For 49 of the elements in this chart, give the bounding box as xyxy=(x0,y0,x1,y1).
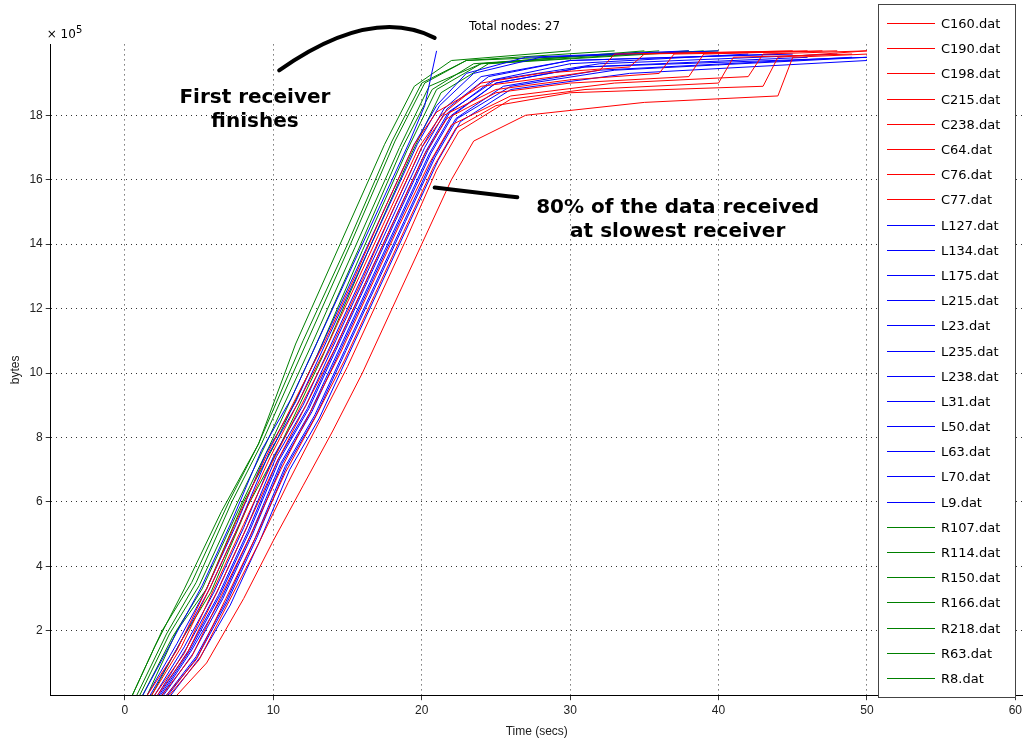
legend-label: L175.dat xyxy=(941,267,999,283)
x-tick-label: 0 xyxy=(121,702,129,717)
x-tick-label: 60 xyxy=(1008,702,1023,717)
legend-label: L23.dat xyxy=(941,318,991,334)
text: × 10$^{5}$ xyxy=(46,24,83,42)
y-tick-label: 18 xyxy=(29,107,44,122)
legend-label: C198.dat xyxy=(941,66,1001,82)
x-tick-label: 20 xyxy=(415,702,429,717)
legend-label: L31.dat xyxy=(941,393,991,409)
legend-label: R8.dat xyxy=(941,670,984,686)
y-tick-label: 6 xyxy=(36,494,44,509)
y-tick-label: 2 xyxy=(36,623,44,638)
legend-label: C64.dat xyxy=(941,142,993,158)
legend-label: L127.dat xyxy=(941,217,999,233)
x-tick-label: 50 xyxy=(860,702,874,717)
legend-label: R114.dat xyxy=(941,545,1001,561)
legend-label: C215.dat xyxy=(941,91,1001,107)
y-axis-title: bytes xyxy=(7,355,22,385)
legend-label: L215.dat xyxy=(941,293,999,309)
legend-label: R166.dat xyxy=(941,595,1001,611)
y-tick-label: 10 xyxy=(29,365,44,380)
legend-label: L9.dat xyxy=(941,494,982,510)
legend-label: R107.dat xyxy=(941,519,1001,535)
x-tick-label: 10 xyxy=(266,702,281,717)
legend-label: L70.dat xyxy=(941,469,991,485)
legend-label: L134.dat xyxy=(941,242,999,258)
legend-label: C190.dat xyxy=(941,41,1001,57)
x-tick-label: 30 xyxy=(563,702,578,717)
x-tick-label: 40 xyxy=(711,702,726,717)
y-tick-label: 14 xyxy=(29,236,44,251)
legend-label: C160.dat xyxy=(941,16,1001,32)
x-axis-title: Time (secs) xyxy=(505,724,568,739)
legend-label: C77.dat xyxy=(941,192,993,208)
legend-label: R150.dat xyxy=(941,570,1001,586)
legend-label: L238.dat xyxy=(941,368,999,384)
annotation: First receiver finishes xyxy=(179,83,331,132)
y-tick-label: 16 xyxy=(29,172,44,187)
y-tick-label: 4 xyxy=(36,558,44,573)
y-tick-label: 12 xyxy=(29,300,44,315)
legend-label: C238.dat xyxy=(941,116,1001,132)
chart-title: Total nodes: 27 xyxy=(467,19,561,34)
legend-label: L63.dat xyxy=(941,444,991,460)
legend-label: R63.dat xyxy=(941,645,993,661)
legend-label: L50.dat xyxy=(941,419,991,435)
annotation: 80% of the data received at slowest receiver xyxy=(536,194,820,243)
legend-label: L235.dat xyxy=(941,343,999,359)
y-tick-label: 8 xyxy=(36,429,44,444)
legend-label: R218.dat xyxy=(941,620,1001,636)
legend-label: C76.dat xyxy=(941,167,993,183)
